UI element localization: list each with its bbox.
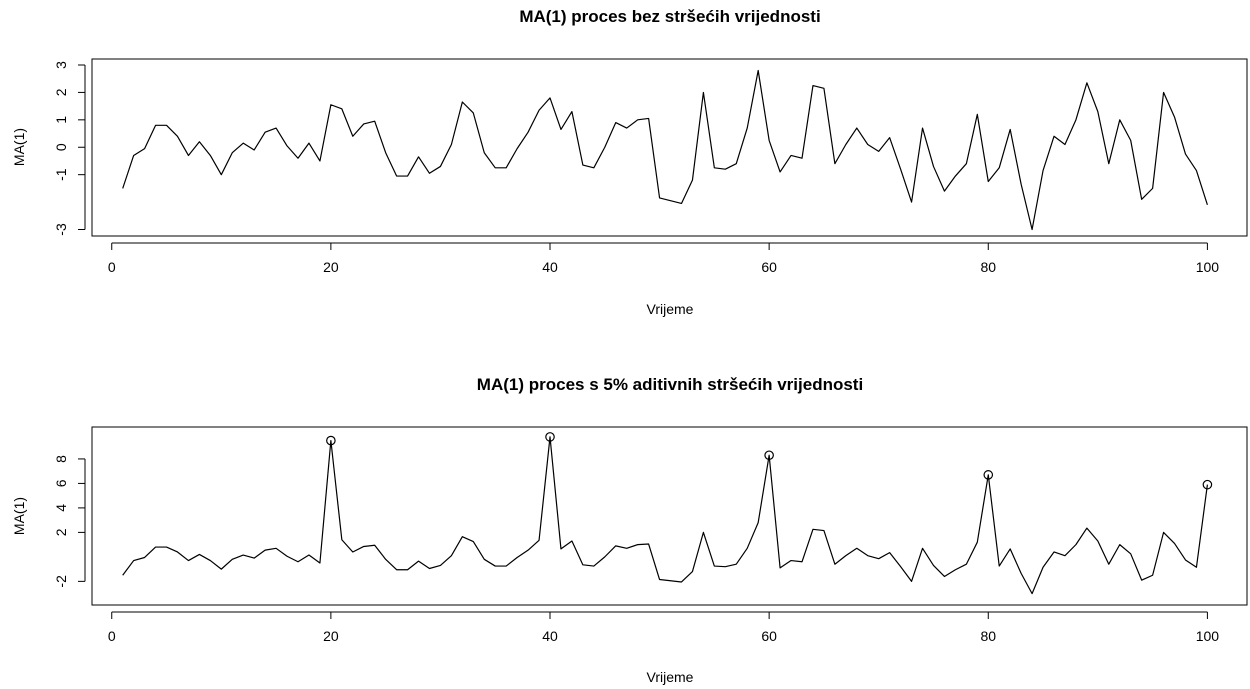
panel-bottom-series-line [122, 436, 1208, 595]
panel-top-x-tick-label: 0 [108, 259, 116, 275]
panel-top-x-tick-label: 40 [542, 259, 558, 275]
panel-bottom: MA(1) proces s 5% aditivnih stršećih vri… [11, 375, 1248, 685]
panel-top-y-axis: -3 -1 0 1 2 3 [53, 61, 86, 236]
panel-top-series-line [122, 69, 1208, 231]
panel-bottom-plot-frame [91, 426, 1248, 606]
panel-top-series [122, 69, 1208, 231]
panel-top-x-tick-label: 60 [761, 259, 777, 275]
panel-top-y-tick-label: 1 [53, 116, 69, 124]
panel-top-title: MA(1) proces bez stršećih vrijednosti [519, 7, 820, 26]
panel-top-y-tick-label: 2 [53, 88, 69, 96]
panel-bottom-y-tick-label: 4 [53, 504, 69, 512]
panel-top-y-tick-label: 0 [53, 143, 69, 151]
panel-top-y-tick-label: -3 [53, 223, 69, 236]
outlier-point [983, 470, 994, 480]
outlier-point [326, 435, 336, 446]
panel-top-y-tick-label: -1 [53, 168, 69, 181]
panel-top-x-axis-label: Vrijeme [647, 301, 694, 317]
panel-bottom-x-tick-label: 80 [980, 628, 996, 644]
panel-bottom-series [122, 436, 1208, 595]
panel-bottom-outliers [326, 432, 1213, 490]
panel-top: MA(1) proces bez stršećih vrijednosti 0 2… [11, 7, 1248, 317]
panel-top-y-tick-label: 3 [53, 61, 69, 69]
panel-bottom-y-tick-label: 6 [53, 479, 69, 487]
panel-bottom-y-axis-label: MA(1) [11, 497, 27, 535]
panel-bottom-x-tick-label: 40 [542, 628, 558, 644]
panel-top-x-axis: 0 20 40 60 80 100 [108, 242, 1220, 275]
panel-top-x-tick-label: 80 [980, 259, 996, 275]
panel-bottom-x-tick-label: 100 [1196, 628, 1220, 644]
panel-bottom-x-tick-label: 60 [761, 628, 777, 644]
panel-top-plot-frame [91, 58, 1248, 237]
panel-bottom-x-tick-label: 0 [108, 628, 116, 644]
panel-bottom-x-tick-label: 20 [323, 628, 339, 644]
panel-top-x-tick-label: 100 [1196, 259, 1220, 275]
panel-bottom-x-axis-label: Vrijeme [647, 669, 694, 685]
panel-top-y-axis-label: MA(1) [11, 128, 27, 166]
panel-bottom-y-tick-label: 2 [53, 528, 69, 536]
outlier-point [764, 450, 774, 461]
panel-bottom-y-tick-label: 8 [53, 455, 69, 463]
panel-top-x-tick-label: 20 [323, 259, 339, 275]
panel-bottom-x-axis: 0 20 40 60 80 100 [108, 611, 1220, 644]
outlier-point [1202, 479, 1213, 490]
panel-bottom-title: MA(1) proces s 5% aditivnih stršećih vri… [477, 375, 863, 394]
panel-bottom-y-tick-label: -2 [53, 575, 69, 588]
panel-bottom-y-axis: -2 2 4 6 8 [53, 455, 86, 588]
outlier-point [545, 432, 555, 442]
